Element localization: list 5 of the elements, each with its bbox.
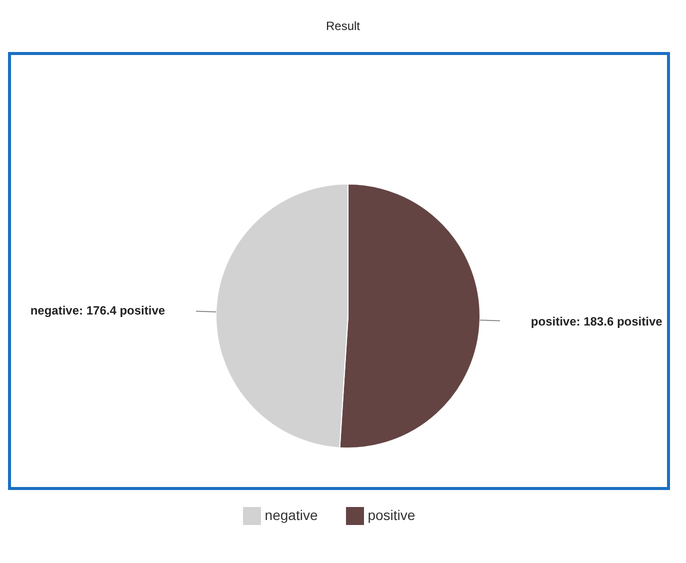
data-label: negative: 176.4 positive: [30, 303, 166, 318]
legend-label: negative: [264, 506, 318, 523]
chart-title: Result: [326, 19, 361, 33]
data-label: positive: 183.6 positive: [530, 314, 663, 329]
legend-label: positive: [368, 506, 416, 523]
